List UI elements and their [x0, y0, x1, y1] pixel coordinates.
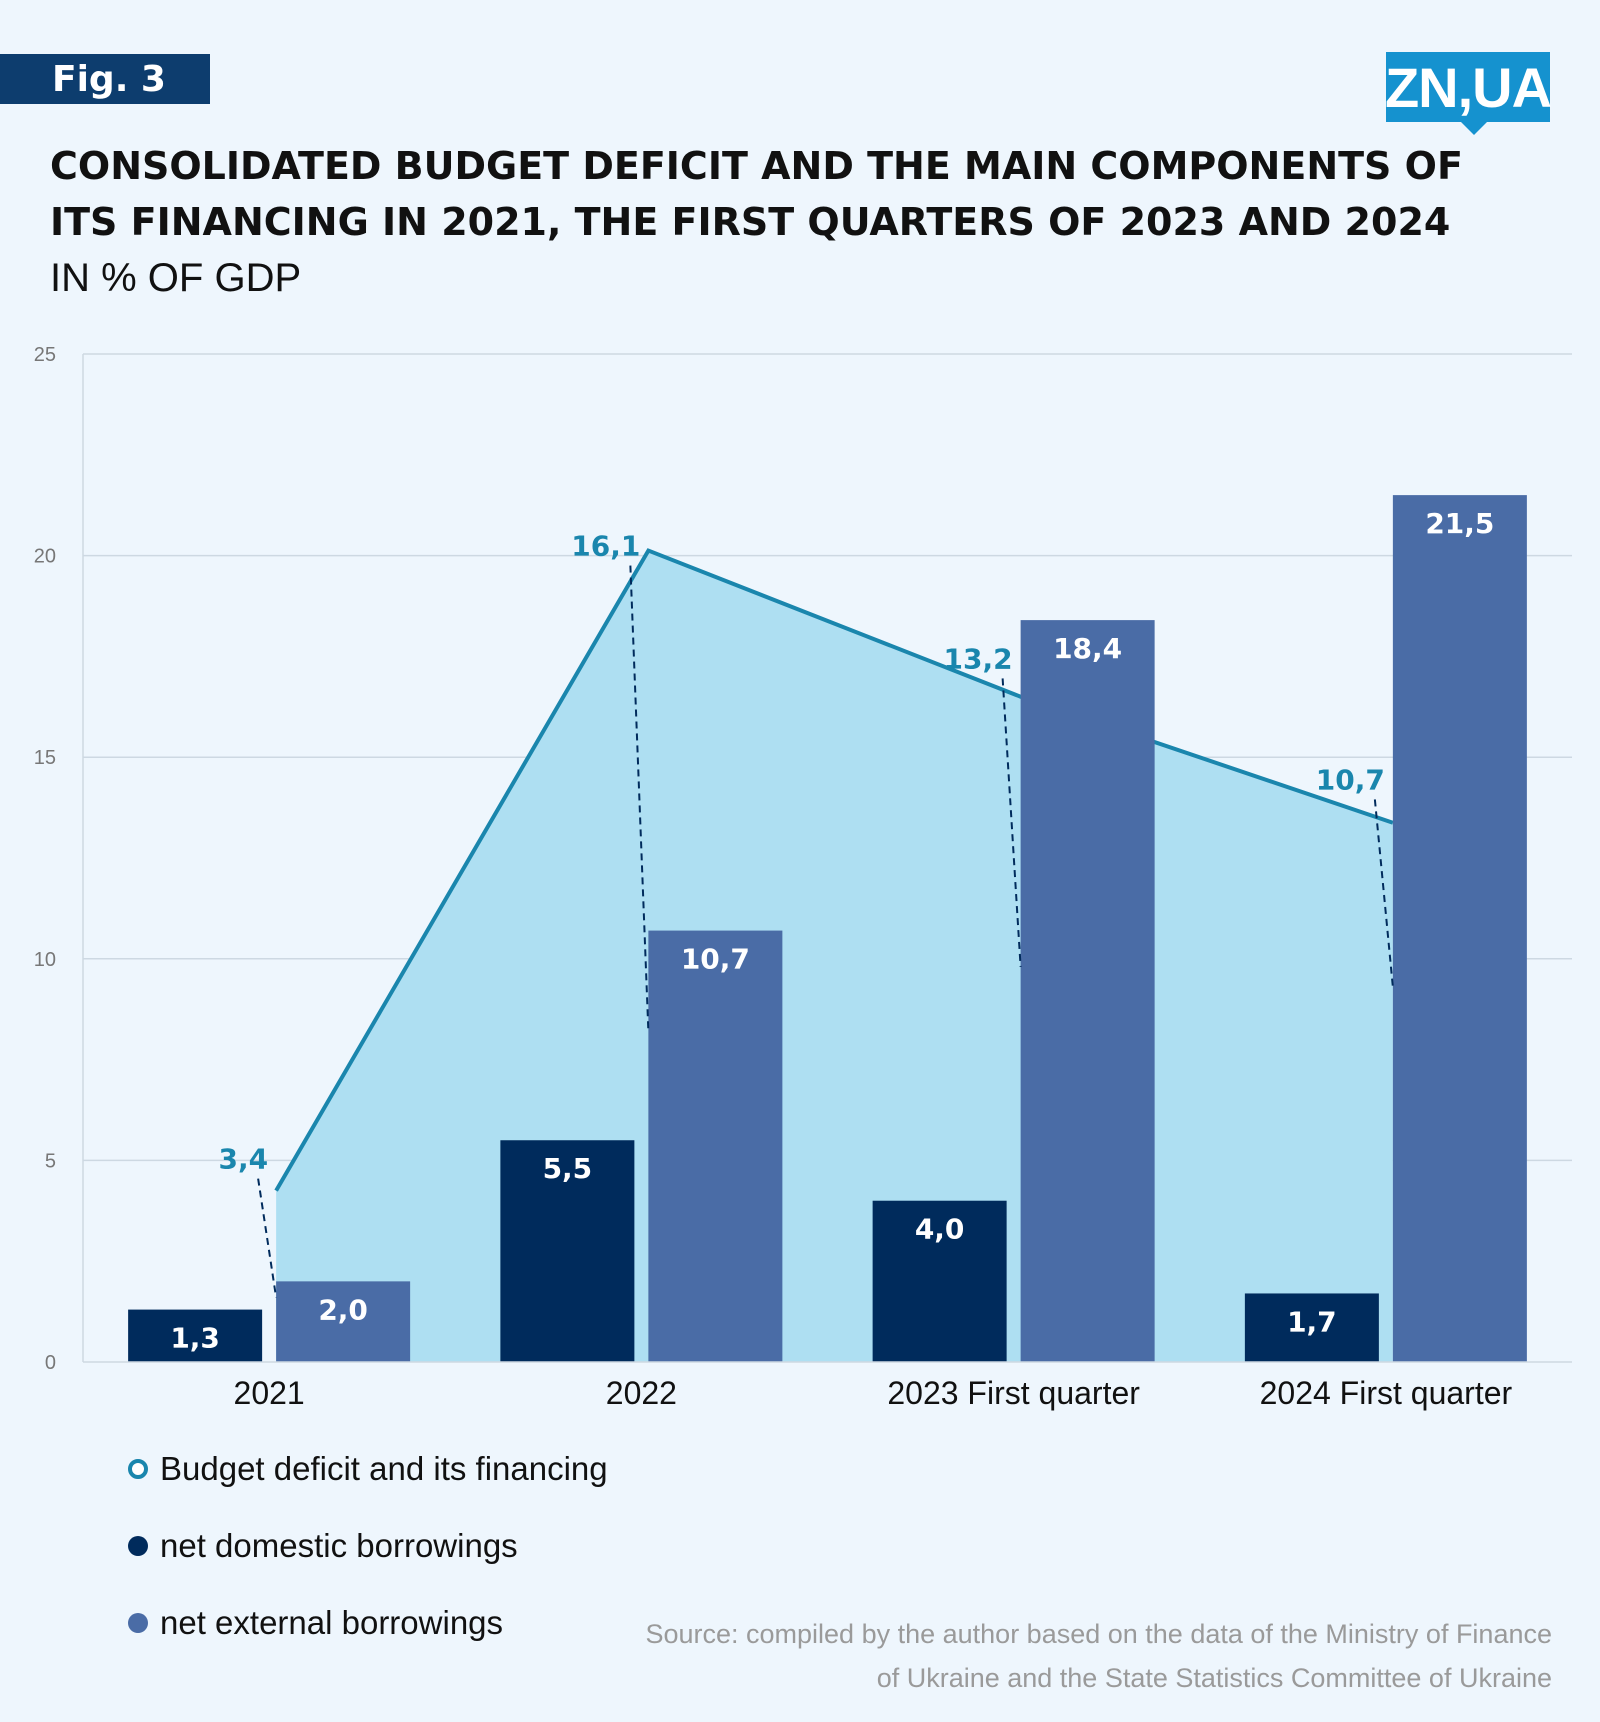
- legend-marker-deficit: [128, 1459, 148, 1479]
- bar-label-external: 10,7: [681, 943, 750, 976]
- bar-domestic: [128, 1309, 263, 1362]
- y-tick-label: 20: [34, 546, 56, 568]
- deficit-label: 13,2: [944, 642, 1013, 675]
- y-tick-label: 10: [34, 949, 56, 971]
- bar-label-external: 2,0: [318, 1293, 368, 1326]
- y-tick-label: 15: [34, 747, 56, 769]
- deficit-line: [274, 548, 1394, 1192]
- deficit-leader-line: [1373, 799, 1394, 988]
- legend-label-domestic: net domestic borrowings: [160, 1527, 518, 1564]
- y-tick-label: 25: [34, 344, 56, 366]
- legend-marker-external: [128, 1613, 148, 1633]
- figure-label: Fig. 3: [0, 54, 210, 104]
- legend-label-external: net external borrowings: [160, 1604, 504, 1641]
- deficit-area-layer: [274, 548, 1394, 1362]
- bar-external: [1392, 495, 1527, 1362]
- chart-title-main: CONSOLIDATED BUDGET DEFICIT AND THE MAIN…: [50, 144, 1463, 244]
- bar-label-domestic: 1,3: [170, 1322, 220, 1355]
- axis-layer: 0 5 10 15 20 25 2021 2022 2023 First quarter 2024…: [34, 344, 1572, 1411]
- y-tick-label: 0: [45, 1352, 56, 1374]
- x-tick-label: 2021: [234, 1375, 305, 1411]
- x-tick-label: 2022: [606, 1375, 677, 1411]
- deficit-label: 16,1: [571, 530, 640, 563]
- chart: 0 5 10 15 20 25 2021 2022 2023 First quarter 2024…: [34, 344, 1572, 1411]
- bar-domestic: [1244, 1293, 1379, 1362]
- bar-label-external: 18,4: [1053, 632, 1122, 665]
- source-note: Source: compiled by the author based on …: [645, 1619, 1552, 1693]
- y-tick-label: 5: [45, 1150, 56, 1172]
- bar-external: [1020, 620, 1155, 1362]
- deficit-area: [276, 550, 1393, 1362]
- deficit-leader-line: [257, 1178, 278, 1298]
- legend-marker-domestic: [128, 1536, 148, 1556]
- zn-ua-logo: ZN,UA: [1385, 52, 1552, 122]
- bar-domestic: [500, 1140, 635, 1362]
- chart-title-unit: IN % OF GDP: [50, 256, 302, 300]
- bar-layer: [128, 495, 1527, 1362]
- x-tick-label: 2023 First quarter: [887, 1375, 1140, 1411]
- bar-label-domestic: 4,0: [915, 1213, 965, 1246]
- bar-label-domestic: 5,5: [543, 1152, 593, 1185]
- bar-external: [276, 1281, 411, 1362]
- bar-label-domestic: 1,7: [1287, 1305, 1337, 1338]
- deficit-label: 3,4: [219, 1143, 269, 1176]
- bar-domestic: [872, 1200, 1007, 1362]
- bar-label-external: 21,5: [1425, 507, 1494, 540]
- legend-label-deficit: Budget deficit and its financing: [160, 1450, 608, 1487]
- logo-tail-icon: [1460, 121, 1488, 135]
- deficit-label: 10,7: [1316, 763, 1385, 796]
- x-tick-label: 2024 First quarter: [1260, 1375, 1513, 1411]
- label-layer: 1,3 2,0 3,4 5,5 10,7 16,1 4,0 18,4 13,2 1,7 21,5 10…: [170, 507, 1494, 1354]
- deficit-leader-line: [629, 565, 650, 1032]
- deficit-leader-line: [1001, 678, 1022, 967]
- legend-item-external: net external borrowings: [128, 1604, 503, 1642]
- chart-title: CONSOLIDATED BUDGET DEFICIT AND THE MAIN…: [50, 138, 1470, 306]
- legend-item-deficit: Budget deficit and its financing: [128, 1450, 608, 1488]
- legend-item-domestic: net domestic borrowings: [128, 1527, 518, 1565]
- bar-external: [648, 930, 783, 1362]
